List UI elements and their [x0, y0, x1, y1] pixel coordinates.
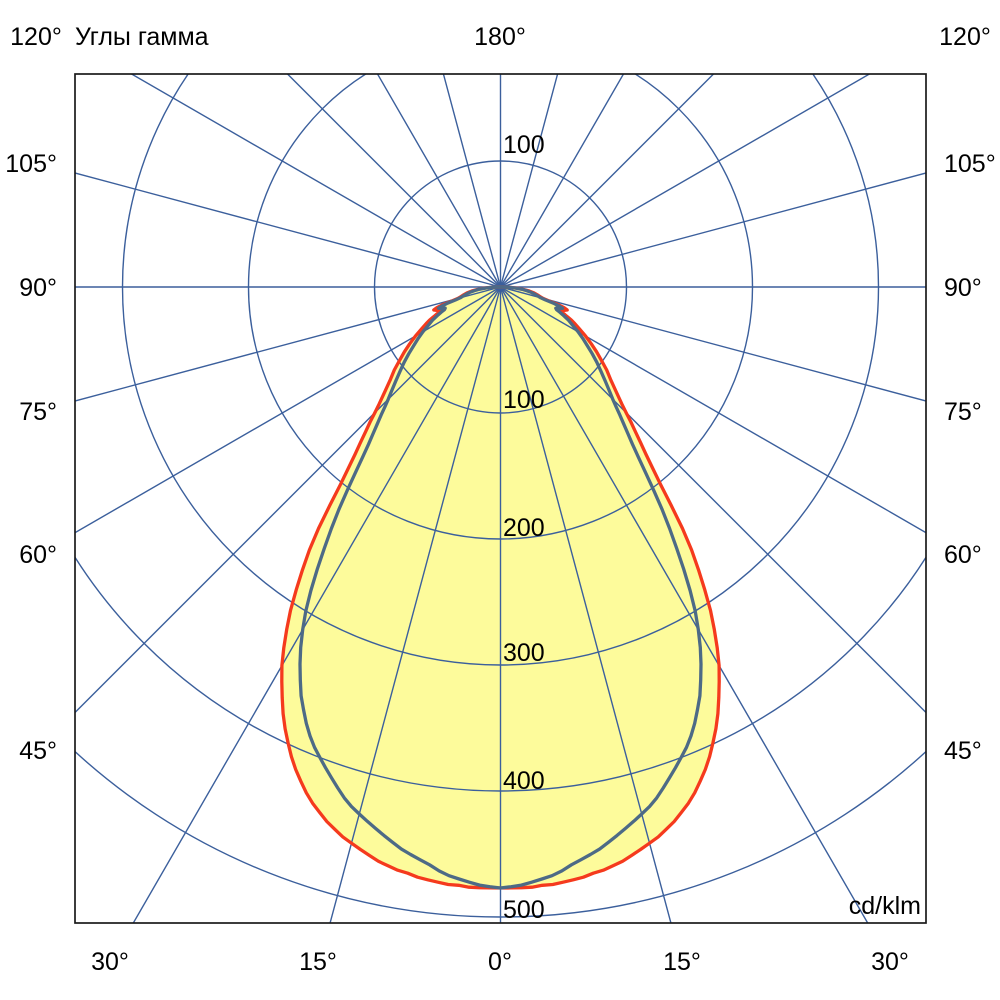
grid-ray-225 — [286, 74, 501, 288]
gamma-label-4-105deg: 105° — [944, 150, 996, 178]
grid-ray-165 — [499, 74, 559, 288]
unit-label: cd/klm — [849, 892, 921, 920]
ring-label-1: 100 — [503, 386, 545, 414]
gamma-label-11-45deg: 45° — [19, 737, 57, 765]
gamma-label-5-90deg: 90° — [19, 274, 57, 302]
gamma-label-6-90deg: 90° — [944, 274, 982, 302]
gamma-label-2-120deg: 120° — [939, 23, 991, 51]
grid-ray-285 — [75, 286, 501, 402]
grid-ray-345 — [329, 286, 502, 923]
grid-ray-210 — [376, 74, 502, 288]
grid-ray-45 — [500, 286, 926, 714]
curve-c90-c270 — [298, 285, 703, 890]
ring-label-3: 300 — [503, 639, 545, 667]
ring-label-0: 100 — [503, 131, 545, 159]
curves-layer — [280, 285, 721, 890]
ring-label-5: 500 — [503, 896, 545, 924]
grid-ray-60 — [500, 286, 926, 534]
grid-ray-150 — [499, 74, 625, 288]
grid-ray-15 — [499, 286, 672, 923]
gamma-label-17-30deg: 30° — [871, 948, 909, 976]
gamma-label-14-15deg: 15° — [299, 948, 337, 976]
grid-ray-315 — [75, 286, 501, 714]
gamma-label-9-60deg: 60° — [19, 541, 57, 569]
grid-ray-195 — [442, 74, 502, 288]
plot-border — [74, 73, 927, 924]
grid-ray-135 — [500, 74, 715, 288]
grid-ray-120 — [500, 74, 871, 288]
ring-label-2: 200 — [503, 514, 545, 542]
gamma-label-1-180deg: 180° — [474, 23, 526, 51]
gamma-label-0-120deg: 120° — [10, 23, 62, 51]
grid-ray-30 — [499, 286, 869, 923]
gamma-label-15-0deg: 0° — [488, 948, 512, 976]
grid-ray-330 — [132, 286, 502, 923]
grid-ray-105 — [500, 172, 926, 288]
gamma-label-12-45deg: 45° — [944, 737, 982, 765]
gamma-label-13-30deg: 30° — [91, 948, 129, 976]
gamma-label-3-105deg: 105° — [5, 150, 57, 178]
grid-ray-75 — [500, 286, 926, 402]
gamma-label-8-75deg: 75° — [944, 398, 982, 426]
grid-ray-255 — [75, 172, 501, 288]
gamma-label-10-60deg: 60° — [944, 541, 982, 569]
gamma-angle-labels: 120° 180° 120° 105° 105° 90° 90° 75° 75° 60° 60° 45… — [5, 23, 995, 976]
grid-ray-240 — [130, 74, 501, 288]
ring-label-4: 400 — [503, 767, 545, 795]
chart-title: Углы гамма — [75, 23, 209, 51]
gamma-label-16-15deg: 15° — [663, 948, 701, 976]
grid-ray-300 — [75, 286, 501, 534]
ring-value-labels: 100 100 200 300 400 500 — [503, 131, 545, 924]
gamma-label-7-75deg: 75° — [19, 398, 57, 426]
